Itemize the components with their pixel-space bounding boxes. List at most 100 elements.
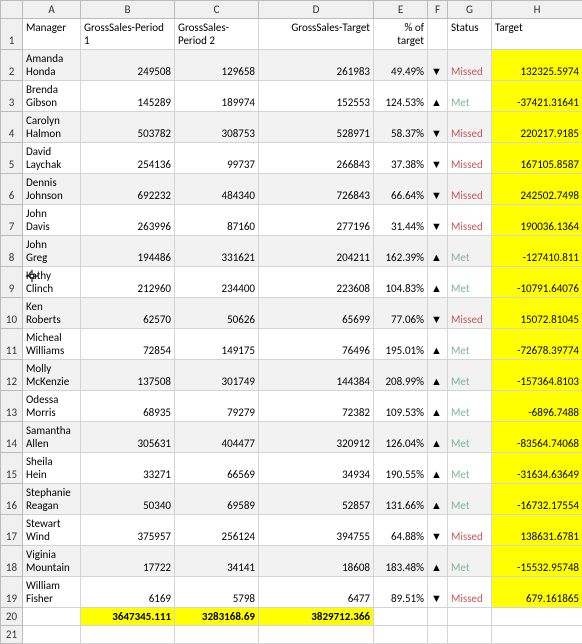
- cell-manager[interactable]: StewartWind: [23, 515, 81, 546]
- cell-target[interactable]: 726843: [259, 174, 374, 205]
- row-header-18[interactable]: 18: [1, 546, 23, 577]
- cell-target[interactable]: 76496: [259, 329, 374, 360]
- cell-pct[interactable]: 131.66%: [374, 484, 428, 515]
- row-header-12[interactable]: 12: [1, 360, 23, 391]
- hdr-target[interactable]: GrossSales-Target: [259, 19, 374, 50]
- cell-pct[interactable]: 190.55%: [374, 453, 428, 484]
- cell-h[interactable]: -16732.17554: [492, 484, 582, 515]
- cell-period2[interactable]: 149175: [175, 329, 259, 360]
- cell-status[interactable]: Met: [448, 546, 492, 577]
- row-header-9[interactable]: 9: [1, 267, 23, 298]
- cell-period1[interactable]: 33271: [81, 453, 175, 484]
- cell-pct[interactable]: 66.64%: [374, 174, 428, 205]
- cell-pct[interactable]: 104.83%: [374, 267, 428, 298]
- row-header-2[interactable]: 2: [1, 50, 23, 81]
- cell-manager[interactable]: SamanthaAllen: [23, 422, 81, 453]
- hdr-blank[interactable]: [428, 19, 448, 50]
- cell-manager[interactable]: MichealWilliams: [23, 329, 81, 360]
- cell-status[interactable]: Met: [448, 453, 492, 484]
- cell-pct[interactable]: 64.88%: [374, 515, 428, 546]
- cell-period1[interactable]: 137508: [81, 360, 175, 391]
- cell-target[interactable]: 152553: [259, 81, 374, 112]
- cell-pct[interactable]: 31.44%: [374, 205, 428, 236]
- cell-period1[interactable]: 249508: [81, 50, 175, 81]
- cell-status[interactable]: Missed: [448, 174, 492, 205]
- cell-status[interactable]: Missed: [448, 205, 492, 236]
- cell-pct[interactable]: 162.39%: [374, 236, 428, 267]
- cell-manager[interactable]: BrendaGibson: [23, 81, 81, 112]
- cell-period2[interactable]: 404477: [175, 422, 259, 453]
- cell-h[interactable]: -127410.811: [492, 236, 582, 267]
- cell-status[interactable]: Met: [448, 81, 492, 112]
- col-header-F[interactable]: F: [428, 1, 448, 19]
- cell-period1[interactable]: 375957: [81, 515, 175, 546]
- cell-status[interactable]: Met: [448, 484, 492, 515]
- cell-period2[interactable]: 99737: [175, 143, 259, 174]
- select-all-corner[interactable]: [1, 1, 23, 19]
- cell-status[interactable]: Met: [448, 422, 492, 453]
- cell-period1[interactable]: 72854: [81, 329, 175, 360]
- cell-status[interactable]: Met: [448, 360, 492, 391]
- cell-status[interactable]: Met: [448, 267, 492, 298]
- cell-period2[interactable]: 484340: [175, 174, 259, 205]
- row-header-5[interactable]: 5: [1, 143, 23, 174]
- cell-status[interactable]: Missed: [448, 50, 492, 81]
- cell-period1[interactable]: 212960: [81, 267, 175, 298]
- cell-empty[interactable]: [448, 626, 492, 644]
- hdr-pct[interactable]: % of target: [374, 19, 428, 50]
- cell-manager[interactable]: DennisJohnson: [23, 174, 81, 205]
- cell-status[interactable]: Missed: [448, 143, 492, 174]
- cell-h[interactable]: -10791.64076: [492, 267, 582, 298]
- cell-period1[interactable]: 145289: [81, 81, 175, 112]
- cell-period1[interactable]: 692232: [81, 174, 175, 205]
- col-header-E[interactable]: E: [374, 1, 428, 19]
- cell-period2[interactable]: 308753: [175, 112, 259, 143]
- cell-manager[interactable]: StephanieReagan: [23, 484, 81, 515]
- col-header-G[interactable]: G: [448, 1, 492, 19]
- cell-h[interactable]: 242502.7498: [492, 174, 582, 205]
- cell-manager[interactable]: KenRoberts: [23, 298, 81, 329]
- cell-h[interactable]: 167105.8587: [492, 143, 582, 174]
- cell-target[interactable]: 277196: [259, 205, 374, 236]
- row-header-14[interactable]: 14: [1, 422, 23, 453]
- cell-pct[interactable]: 77.06%: [374, 298, 428, 329]
- cell-manager[interactable]: ViginiaMountain: [23, 546, 81, 577]
- cell-manager[interactable]: KathyClinch: [23, 267, 81, 298]
- cell-period2[interactable]: 234400: [175, 267, 259, 298]
- cell-h[interactable]: -37421.31641: [492, 81, 582, 112]
- cell-period1[interactable]: 305631: [81, 422, 175, 453]
- cell-target[interactable]: 223608: [259, 267, 374, 298]
- cell-empty[interactable]: [374, 626, 428, 644]
- row-header-8[interactable]: 8: [1, 236, 23, 267]
- cell-status[interactable]: Missed: [448, 112, 492, 143]
- col-header-C[interactable]: C: [175, 1, 259, 19]
- cell-period2[interactable]: 256124: [175, 515, 259, 546]
- cell-period2[interactable]: 66569: [175, 453, 259, 484]
- cell-pct[interactable]: 124.53%: [374, 81, 428, 112]
- cell-h[interactable]: 679.161865: [492, 577, 582, 608]
- cell-period2[interactable]: 87160: [175, 205, 259, 236]
- cell-period1[interactable]: 6169: [81, 577, 175, 608]
- cell-period1[interactable]: 194486: [81, 236, 175, 267]
- cell-period1[interactable]: 17722: [81, 546, 175, 577]
- hdr-manager[interactable]: Manager: [23, 19, 81, 50]
- cell-period2[interactable]: 69589: [175, 484, 259, 515]
- cell-empty[interactable]: [81, 626, 175, 644]
- cell-h[interactable]: -15532.95748: [492, 546, 582, 577]
- cell-empty[interactable]: [259, 626, 374, 644]
- cell-pct[interactable]: 37.38%: [374, 143, 428, 174]
- cell-status[interactable]: Missed: [448, 515, 492, 546]
- row-header-21[interactable]: 21: [1, 626, 23, 644]
- cell-period1[interactable]: 68935: [81, 391, 175, 422]
- cell-empty[interactable]: [492, 626, 582, 644]
- row-header-16[interactable]: 16: [1, 484, 23, 515]
- cell-manager[interactable]: JohnGreg: [23, 236, 81, 267]
- cell-status[interactable]: Met: [448, 329, 492, 360]
- cell-h[interactable]: 220217.9185: [492, 112, 582, 143]
- row-header-10[interactable]: 10: [1, 298, 23, 329]
- row-header-7[interactable]: 7: [1, 205, 23, 236]
- cell-manager[interactable]: JohnDavis: [23, 205, 81, 236]
- cell-empty[interactable]: [175, 626, 259, 644]
- cell-h[interactable]: -6896.7488: [492, 391, 582, 422]
- cell-manager[interactable]: SheilaHein: [23, 453, 81, 484]
